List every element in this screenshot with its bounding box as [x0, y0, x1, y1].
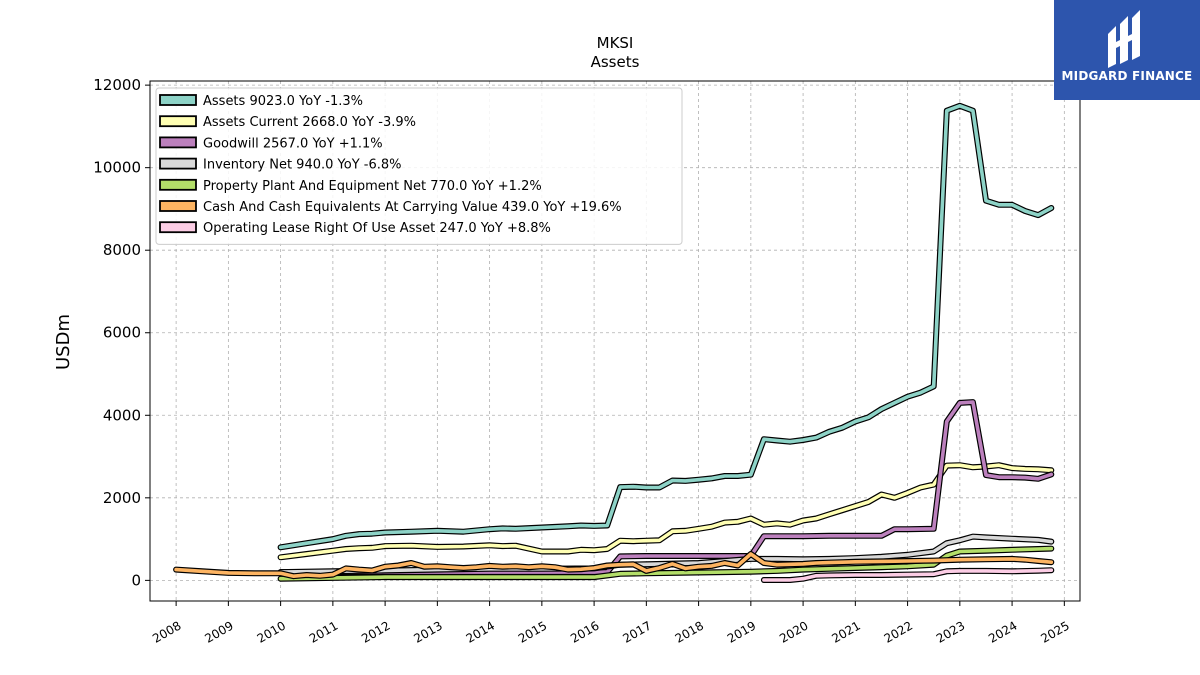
x-tick-label: 2016 [568, 618, 601, 645]
series-line-4 [278, 546, 1054, 581]
legend-swatch [159, 157, 197, 170]
legend-swatch [159, 178, 197, 191]
x-tick-label: 2022 [882, 618, 915, 645]
series-layer [173, 102, 1055, 583]
legend-swatch [159, 115, 197, 128]
y-tick-label: 8000 [103, 241, 141, 259]
series-line-0 [278, 104, 1054, 550]
x-tick-label: 2019 [725, 618, 758, 645]
series-line-6 [762, 568, 1054, 582]
chart-subtitle: Assets [591, 53, 640, 71]
legend-label: Cash And Cash Equivalents At Carrying Va… [203, 200, 622, 215]
legend-swatch [159, 94, 197, 106]
y-tick-label: 2000 [103, 489, 141, 507]
series-line-2 [278, 400, 1054, 574]
x-tick-label: 2018 [673, 618, 706, 645]
x-tick-label: 2013 [411, 618, 444, 645]
legend-label: Assets Current 2668.0 YoY -3.9% [203, 115, 416, 130]
legend-label: Property Plant And Equipment Net 770.0 Y… [203, 179, 542, 194]
chart-title: MKSI [597, 34, 634, 52]
x-tick-label: 2012 [359, 618, 392, 645]
y-tick-label: 6000 [103, 324, 141, 342]
legend: Assets 9023.0 YoY -1.3% Assets Current 26… [155, 87, 683, 245]
x-tick-label: 2017 [620, 618, 653, 645]
x-tick-label: 2020 [777, 618, 810, 645]
x-tick-label: 2008 [150, 618, 183, 645]
y-tick-label: 0 [131, 571, 141, 589]
y-axis-label: USDm [53, 314, 74, 370]
brand-name: MIDGARD FINANCE [1061, 69, 1193, 83]
legend-label: Assets 9023.0 YoY -1.3% [203, 94, 363, 109]
series-line-5 [174, 552, 1054, 578]
x-tick-label: 2014 [464, 618, 497, 645]
legend-label: Inventory Net 940.0 YoY -6.8% [203, 158, 402, 173]
y-tick-label: 10000 [93, 159, 141, 177]
legend-label: Goodwill 2567.0 YoY +1.1% [203, 136, 383, 151]
legend-swatch [159, 221, 197, 234]
brand-mark-icon [1108, 10, 1140, 68]
y-tick-label: 4000 [103, 406, 141, 424]
x-tick-label: 2024 [986, 618, 1019, 645]
legend-label: Operating Lease Right Of Use Asset 247.0… [203, 221, 551, 236]
x-tick-label: 2015 [516, 618, 549, 645]
brand-logo: MIDGARD FINANCE [1054, 0, 1200, 100]
legend-swatch [159, 200, 197, 212]
x-tick-label: 2023 [934, 618, 967, 645]
plot-frame [149, 80, 1081, 602]
x-tick-label: 2010 [255, 618, 288, 645]
legend-swatch [159, 136, 197, 149]
x-tick-label: 2011 [307, 618, 340, 645]
x-tick-label: 2021 [829, 618, 862, 645]
x-tick-label: 2025 [1038, 618, 1071, 645]
y-tick-label: 12000 [93, 76, 141, 94]
legend-box [155, 87, 683, 245]
x-tick-label: 2009 [202, 618, 235, 645]
